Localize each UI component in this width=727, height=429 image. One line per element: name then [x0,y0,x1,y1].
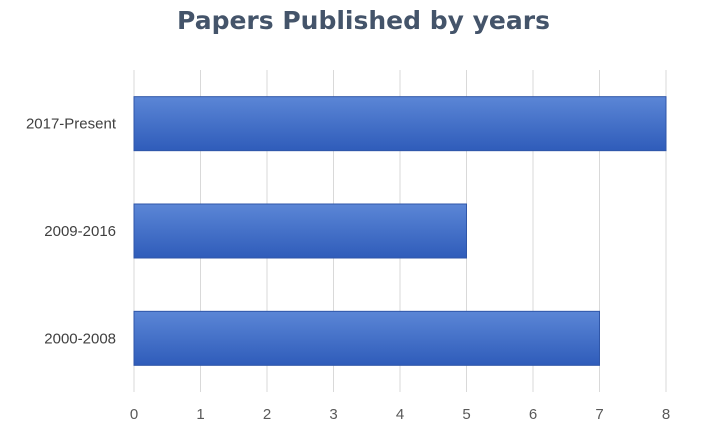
x-tick-label: 5 [462,406,470,423]
x-tick-label: 2 [263,406,271,423]
x-tick-label: 6 [529,406,537,423]
x-tick-label: 1 [196,406,204,423]
category-label: 2009-2016 [44,223,116,240]
y-axis-categories: 2017-Present 2009-2016 2000-2008 [26,116,117,348]
x-tick-label: 3 [329,406,337,423]
bar-2009-2016 [133,203,467,259]
x-tick-label: 8 [662,406,670,423]
x-tick-label: 7 [595,406,603,423]
bar-2000-2008 [133,310,600,366]
chart-title: Papers Published by years [177,6,550,35]
x-tick-label: 0 [130,406,138,423]
bars [133,96,667,366]
x-axis-ticks: 0 1 2 3 4 5 6 7 8 [130,406,670,423]
x-tick-label: 4 [396,406,404,423]
bar-2017-present [133,96,667,152]
category-label: 2017-Present [26,116,117,133]
category-label: 2000-2008 [44,330,116,347]
